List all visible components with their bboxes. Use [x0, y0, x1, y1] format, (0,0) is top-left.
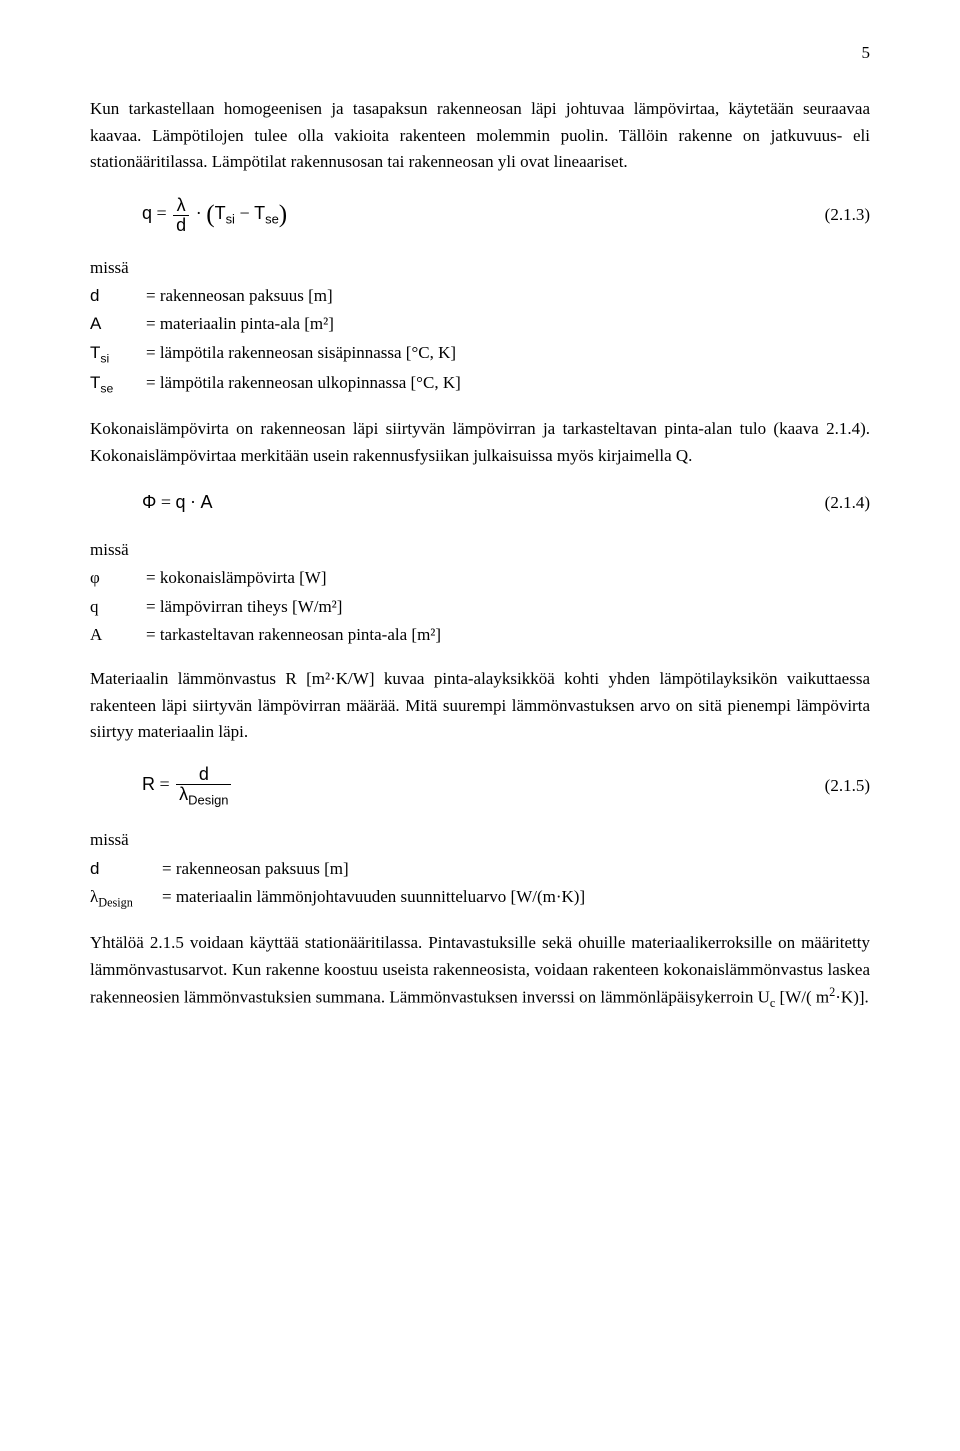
- def-symbol: λDesign: [90, 884, 162, 912]
- def-row: q = lämpövirran tiheys [W/m²]: [90, 594, 870, 620]
- definitions-2: missä φ = kokonaislämpövirta [W] q = läm…: [90, 537, 870, 648]
- equation-215-number: (2.1.5): [825, 773, 870, 799]
- def-text: = tarkasteltavan rakenneosan pinta-ala […: [146, 622, 870, 648]
- def-text: = lämpötila rakenneosan sisäpinnassa [°C…: [146, 340, 870, 368]
- def-symbol: q: [90, 594, 146, 620]
- def-symbol: A: [90, 311, 146, 337]
- equation-214-body: Φ = q · A: [142, 489, 825, 517]
- definitions-1: missä d = rakenneosan paksuus [m] A = ma…: [90, 255, 870, 399]
- def-symbol: d: [90, 856, 162, 882]
- def-row: λDesign = materiaalin lämmönjohtavuuden …: [90, 884, 870, 912]
- paragraph-1: Kun tarkastellaan homogeenisen ja tasapa…: [90, 96, 870, 175]
- equation-214: Φ = q · A (2.1.4): [142, 489, 870, 517]
- equation-213-number: (2.1.3): [825, 202, 870, 228]
- def-symbol: A: [90, 622, 146, 648]
- definitions-3: missä d = rakenneosan paksuus [m] λDesig…: [90, 827, 870, 912]
- paragraph-2: Kokonaislämpövirta on rakenneosan läpi s…: [90, 416, 870, 469]
- def-symbol: φ: [90, 565, 146, 591]
- def-row: d = rakenneosan paksuus [m]: [90, 856, 870, 882]
- def-row: Tse = lämpötila rakenneosan ulkopinnassa…: [90, 370, 870, 398]
- definitions-1-label: missä: [90, 255, 870, 281]
- paragraph-4: Yhtälöä 2.1.5 voidaan käyttää stationäär…: [90, 930, 870, 1013]
- definitions-2-label: missä: [90, 537, 870, 563]
- definitions-3-label: missä: [90, 827, 870, 853]
- def-text: = rakenneosan paksuus [m]: [146, 283, 870, 309]
- def-symbol: d: [90, 283, 146, 309]
- def-text: = materiaalin pinta-ala [m²]: [146, 311, 870, 337]
- equation-215: R = d λDesign (2.1.5): [142, 765, 870, 807]
- def-text: = lämpötila rakenneosan ulkopinnassa [°C…: [146, 370, 870, 398]
- def-symbol: Tsi: [90, 340, 146, 368]
- equation-213-body: q = λ d · (Tsi − Tse): [142, 195, 825, 234]
- def-row: Tsi = lämpötila rakenneosan sisäpinnassa…: [90, 340, 870, 368]
- def-row: d = rakenneosan paksuus [m]: [90, 283, 870, 309]
- def-text: = kokonaislämpövirta [W]: [146, 565, 870, 591]
- def-text: = materiaalin lämmönjohtavuuden suunnitt…: [162, 884, 870, 912]
- equation-214-number: (2.1.4): [825, 490, 870, 516]
- page-number: 5: [90, 40, 870, 66]
- def-row: A = tarkasteltavan rakenneosan pinta-ala…: [90, 622, 870, 648]
- def-symbol: Tse: [90, 370, 146, 398]
- equation-215-body: R = d λDesign: [142, 765, 825, 807]
- paragraph-3: Materiaalin lämmönvastus R [m²·K/W] kuva…: [90, 666, 870, 745]
- def-text: = rakenneosan paksuus [m]: [162, 856, 870, 882]
- def-row: φ = kokonaislämpövirta [W]: [90, 565, 870, 591]
- def-text: = lämpövirran tiheys [W/m²]: [146, 594, 870, 620]
- equation-213: q = λ d · (Tsi − Tse) (2.1.3): [142, 195, 870, 234]
- def-row: A = materiaalin pinta-ala [m²]: [90, 311, 870, 337]
